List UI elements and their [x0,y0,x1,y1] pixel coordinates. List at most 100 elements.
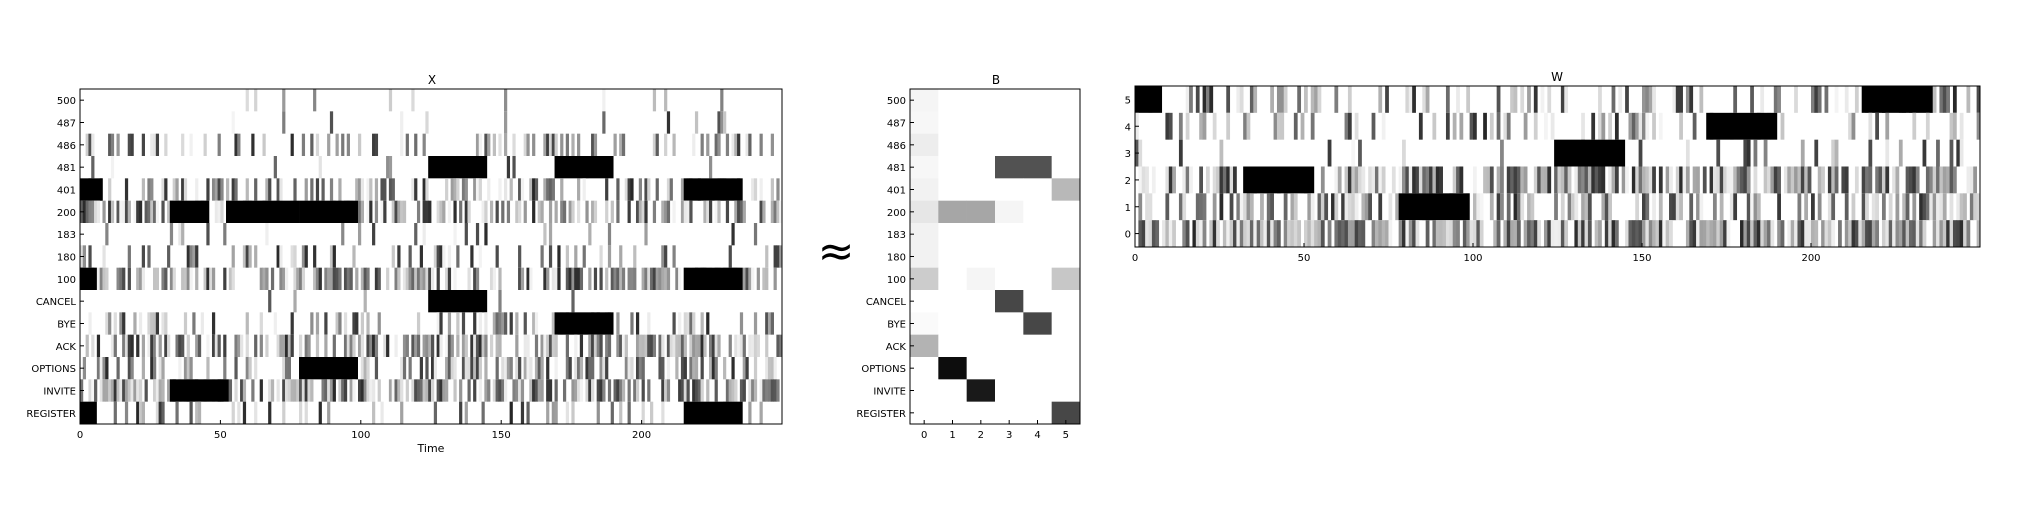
x-texture-cell [703,334,707,357]
x-solid-block [226,200,300,223]
w-texture-cell [1750,86,1754,113]
w-texture-cell [1337,166,1342,194]
x-texture-cell [672,334,676,357]
w-texture-cell [1743,166,1748,194]
x-texture-cell [425,334,429,357]
x-texture-cell [242,401,247,424]
w-texture-cell [1567,193,1572,221]
b-column-label: 3 [1006,430,1012,441]
x-texture-cell [405,379,409,402]
x-texture-cell [99,379,103,402]
x-texture-cell [641,267,645,290]
x-texture-cell [694,334,699,357]
w-texture-cell [1219,166,1224,194]
w-texture-cell [1598,220,1602,247]
b-cell [938,133,967,157]
x-texture-cell [91,156,95,179]
x-texture-cell [585,379,589,402]
x-texture-cell [591,379,595,402]
x-texture-cell [411,334,415,357]
w-texture-cell [1425,166,1430,194]
x-texture-cell [310,133,314,156]
x-texture-cell [397,200,401,223]
w-texture-cell [1865,166,1869,194]
x-texture-cell [150,133,154,156]
x-texture-cell [759,178,763,201]
x-texture-cell [400,200,404,223]
x-texture-cell [380,200,384,223]
w-texture-cell [1888,193,1893,221]
w-texture-cell [1249,86,1254,113]
x-texture-cell [641,200,645,223]
x-texture-cell [725,379,730,402]
w-texture-cell [1614,112,1619,140]
x-texture-cell [447,357,452,380]
w-texture-cell [1361,220,1366,247]
b-cell [938,334,967,358]
x-texture-cell [731,379,735,402]
x-texture-cell [481,200,485,223]
x-texture-cell [231,111,235,134]
x-row-label: CANCEL [36,297,77,308]
w-texture-cell [1402,166,1406,194]
x-texture-cell [138,200,143,223]
w-texture-cell [1763,166,1768,194]
x-texture-cell [591,200,595,223]
w-texture-cell [1540,86,1545,113]
x-texture-cell [110,379,115,402]
b-column-label: 4 [1034,430,1040,441]
x-texture-cell [515,200,519,223]
w-texture-cell [1456,86,1460,113]
x-texture-cell [546,178,550,201]
w-texture-cell [1202,86,1207,113]
x-texture-cell [473,379,477,402]
x-texture-cell [315,334,320,357]
w-texture-cell [1740,166,1744,194]
x-texture-cell [411,267,415,290]
b-cell [938,401,967,425]
x-texture-cell [105,312,109,335]
w-texture-cell [1483,112,1487,140]
w-texture-cell [1959,193,1964,221]
w-texture-cell [1310,193,1315,221]
w-texture-cell [1547,220,1552,247]
w-texture-cell [1814,139,1819,167]
x-texture-cell [105,357,109,380]
x-texture-cell [442,245,446,268]
x-texture-cell [91,133,95,156]
w-texture-cell [1821,166,1825,194]
w-texture-cell [1915,166,1920,194]
x-texture-cell [523,357,527,380]
w-texture-cell [1233,220,1237,247]
x-texture-cell [282,401,286,424]
w-texture-cell [1625,86,1629,113]
w-texture-cell [1473,220,1477,247]
x-texture-cell [158,334,162,357]
x-texture-cell [666,379,671,402]
b-cell [1023,312,1052,335]
x-texture-cell [765,357,769,380]
x-texture-cell [183,178,188,201]
x-texture-cell [318,401,322,424]
w-texture-cell [1253,86,1258,113]
x-texture-cell [518,357,522,380]
w-texture-cell [1912,112,1917,140]
x-texture-cell [473,357,477,380]
x-texture-cell [509,312,513,335]
w-row-label: 1 [1125,203,1131,214]
x-texture-cell [206,357,210,380]
w-texture-cell [1881,220,1886,247]
x-texture-cell [560,133,564,156]
w-texture-cell [1554,193,1558,221]
w-texture-cell [1381,220,1386,247]
w-texture-cell [1229,220,1234,247]
x-texture-cell [400,379,404,402]
w-texture-cell [1905,193,1910,221]
w-texture-cell [1226,112,1231,140]
w-texture-cell [1942,193,1947,221]
w-texture-cell [1959,112,1964,140]
x-texture-cell [122,379,126,402]
w-texture-cell [1733,166,1738,194]
w-texture-cell [1909,220,1913,247]
